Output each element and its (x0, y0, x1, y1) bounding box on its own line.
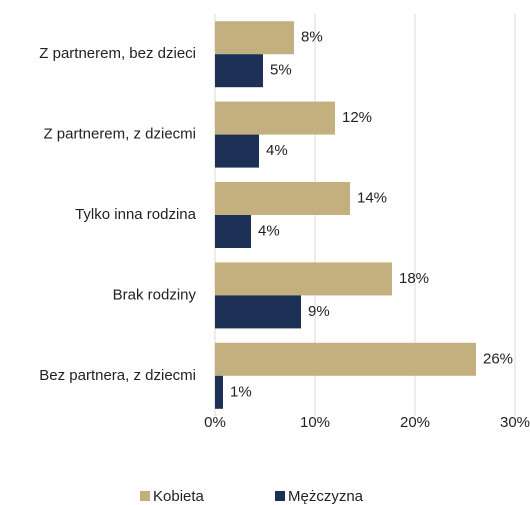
bar (215, 215, 251, 248)
bar (215, 342, 476, 376)
data-label: 5% (270, 62, 292, 79)
x-tick-label: 30% (500, 414, 530, 431)
bar (215, 375, 223, 409)
y-tick-label: Bez partnera, z dziecmi (39, 367, 196, 384)
bar (215, 295, 301, 329)
data-label: 14% (357, 189, 387, 206)
y-tick-label: Tylko inna rodzina (75, 206, 197, 223)
bar (215, 21, 294, 55)
legend-swatch (140, 491, 150, 501)
legend-label: Kobieta (153, 488, 205, 505)
data-label: 12% (342, 109, 372, 126)
x-tick-label: 20% (400, 414, 430, 431)
legend-label: Mężczyzna (288, 488, 364, 505)
bar (215, 182, 350, 215)
data-label: 26% (483, 350, 513, 367)
y-tick-label: Z partnerem, z dziecmi (43, 126, 196, 143)
data-label: 4% (258, 222, 280, 239)
y-tick-label: Brak rodziny (113, 286, 197, 303)
y-tick-label: Z partnerem, bez dzieci (39, 45, 196, 62)
bar (215, 54, 263, 88)
data-label: 9% (308, 303, 330, 320)
bar (215, 134, 259, 168)
data-label: 8% (301, 29, 323, 46)
x-tick-label: 0% (204, 414, 226, 431)
data-label: 18% (399, 270, 429, 287)
bar (215, 262, 392, 296)
x-tick-label: 10% (300, 414, 330, 431)
data-label: 4% (266, 142, 288, 159)
legend-swatch (275, 491, 285, 501)
bar (215, 101, 335, 135)
data-label: 1% (230, 383, 252, 400)
